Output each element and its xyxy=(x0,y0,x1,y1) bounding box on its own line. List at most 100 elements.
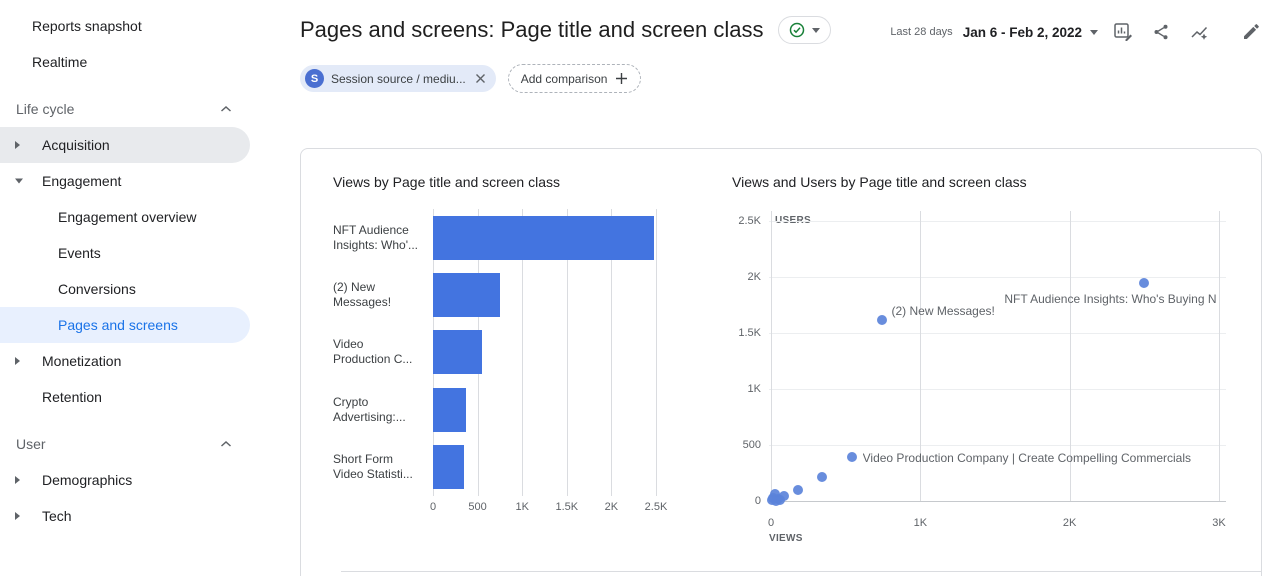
axis-tick-label: 500 xyxy=(742,439,761,451)
sidebar-item-retention[interactable]: Retention xyxy=(0,379,250,415)
scatter-point[interactable] xyxy=(792,484,803,495)
sidebar-item-label: Realtime xyxy=(32,54,88,70)
scatter-y-axis: 0 500 1K 1.5K 2K 2.5K xyxy=(709,211,761,507)
sidebar-item-label: Retention xyxy=(42,389,102,405)
bar-gridline xyxy=(611,209,613,496)
axis-tick-label: 2.5K xyxy=(644,501,668,513)
chevron-down-icon[interactable] xyxy=(1090,29,1098,35)
bar[interactable] xyxy=(433,387,466,432)
page-title: Pages and screens: Page title and screen… xyxy=(300,17,764,42)
sidebar-item-label: Engagement overview xyxy=(58,209,197,225)
axis-tick-label: 2K xyxy=(604,501,619,513)
share-button[interactable] xyxy=(1148,20,1174,44)
header-toolbar: Last 28 days Jan 6 - Feb 2, 2022 xyxy=(890,20,1264,44)
axis-tick-label: 3K xyxy=(1212,517,1226,529)
close-icon[interactable] xyxy=(475,73,486,84)
comparison-chip-label: Session source / mediu... xyxy=(331,71,466,86)
bar[interactable] xyxy=(433,330,483,375)
date-preset-label: Last 28 days xyxy=(890,26,953,38)
axis-tick-label: 0 xyxy=(767,517,775,529)
section-label: User xyxy=(16,436,46,452)
scatter-point[interactable] xyxy=(766,495,777,506)
sidebar-section-life-cycle[interactable]: Life cycle xyxy=(0,91,250,127)
axis-tick-label: 1.5K xyxy=(555,501,579,513)
bar[interactable] xyxy=(433,273,500,318)
bar-track xyxy=(433,445,656,490)
bar-row: Crypto Advertising:... xyxy=(333,381,656,438)
sidebar-item-label: Events xyxy=(58,245,101,261)
bar-chart-x-axis: 0 500 1K 1.5K 2K 2.5K xyxy=(430,501,667,515)
sidebar-item-label: Engagement xyxy=(42,173,122,189)
sidebar-item-label: Reports snapshot xyxy=(32,18,142,34)
sidebar-item-monetization[interactable]: Monetization xyxy=(0,343,250,379)
main-content: Pages and screens: Page title and screen… xyxy=(250,0,1268,576)
sidebar-item-demographics[interactable]: Demographics xyxy=(0,462,250,498)
chevron-up-icon[interactable] xyxy=(220,105,232,113)
scatter-point-label: Video Production Company | Create Compel… xyxy=(862,451,1192,466)
scatter-gridline xyxy=(1069,211,1071,502)
bar-category-label: Crypto Advertising:... xyxy=(333,394,406,424)
scatter-point[interactable] xyxy=(876,314,887,325)
add-comparison-button[interactable]: Add comparison xyxy=(507,64,642,93)
scatter-point-label: (2) New Messages! xyxy=(891,303,995,318)
axis-tick-label: 2.5K xyxy=(738,215,761,227)
expand-arrow-icon[interactable] xyxy=(15,512,20,520)
sidebar-item-label: Monetization xyxy=(42,353,122,369)
scatter-point[interactable] xyxy=(816,471,827,482)
customize-report-button[interactable] xyxy=(1110,20,1136,44)
bar-track xyxy=(433,330,656,375)
report-header: Pages and screens: Page title and screen… xyxy=(300,16,831,44)
check-circle-icon xyxy=(789,22,805,38)
sidebar-section-user[interactable]: User xyxy=(0,426,250,462)
insights-icon xyxy=(1190,26,1207,40)
sidebar-item-events[interactable]: Events xyxy=(0,235,250,271)
comparison-chip[interactable]: S Session source / mediu... xyxy=(300,65,496,92)
scatter-chart-title: Views and Users by Page title and screen… xyxy=(732,174,1027,190)
bar[interactable] xyxy=(433,445,464,490)
scatter-point[interactable] xyxy=(846,452,857,463)
sidebar-item-pages-and-screens[interactable]: Pages and screens xyxy=(0,307,250,343)
insights-button[interactable] xyxy=(1186,20,1212,44)
bar[interactable] xyxy=(433,215,655,260)
chevron-up-icon[interactable] xyxy=(220,440,232,448)
expand-arrow-icon[interactable] xyxy=(15,141,20,149)
scatter-gridline xyxy=(769,445,1226,446)
section-label: Life cycle xyxy=(16,101,75,117)
report-nav-sidebar: Reports snapshot Realtime Life cycle Acq… xyxy=(0,0,250,576)
scatter-gridline xyxy=(920,211,922,502)
sidebar-item-engagement[interactable]: Engagement xyxy=(0,163,250,199)
edit-report-button[interactable] xyxy=(1238,20,1264,44)
sidebar-item-label: Demographics xyxy=(42,472,133,488)
bar-category-label: (2) New Messages! xyxy=(333,280,392,310)
plus-icon xyxy=(615,72,628,85)
expand-arrow-icon[interactable] xyxy=(15,357,20,365)
collapse-arrow-icon[interactable] xyxy=(15,178,23,184)
sidebar-item-conversions[interactable]: Conversions xyxy=(0,271,250,307)
bar-row: (2) New Messages! xyxy=(333,266,656,323)
sidebar-item-tech[interactable]: Tech xyxy=(0,498,250,534)
date-range-picker[interactable]: Jan 6 - Feb 2, 2022 xyxy=(962,24,1082,40)
chevron-down-icon xyxy=(811,27,820,33)
bar-chart-rows: NFT Audience Insights: Who'... (2) New Me… xyxy=(333,209,656,496)
bar-row: Video Production C... xyxy=(333,324,656,381)
axis-tick-label: 500 xyxy=(468,501,487,513)
sidebar-item-engagement-overview[interactable]: Engagement overview xyxy=(0,199,250,235)
scatter-point[interactable] xyxy=(1139,277,1150,288)
sidebar-item-reports-snapshot[interactable]: Reports snapshot xyxy=(0,8,250,44)
bar-gridline xyxy=(656,209,657,496)
expand-arrow-icon[interactable] xyxy=(15,476,20,484)
bar-row: Short Form Video Statisti... xyxy=(333,439,656,496)
scatter-point-label: NFT Audience Insights: Who's Buying N xyxy=(1004,291,1217,306)
report-status-control[interactable] xyxy=(777,16,831,44)
axis-tick-label: 2K xyxy=(1062,517,1077,529)
sidebar-item-acquisition[interactable]: Acquisition xyxy=(0,127,250,163)
sidebar-item-label: Tech xyxy=(42,508,72,524)
axis-tick-label: 2K xyxy=(747,271,761,283)
scatter-gridline xyxy=(769,277,1226,278)
comparison-bar: S Session source / mediu... Add comparis… xyxy=(300,64,642,93)
pencil-icon xyxy=(1244,24,1259,39)
axis-tick-label: 1K xyxy=(913,517,928,529)
sidebar-item-realtime[interactable]: Realtime xyxy=(0,44,250,80)
scatter-gridline xyxy=(1219,211,1220,502)
